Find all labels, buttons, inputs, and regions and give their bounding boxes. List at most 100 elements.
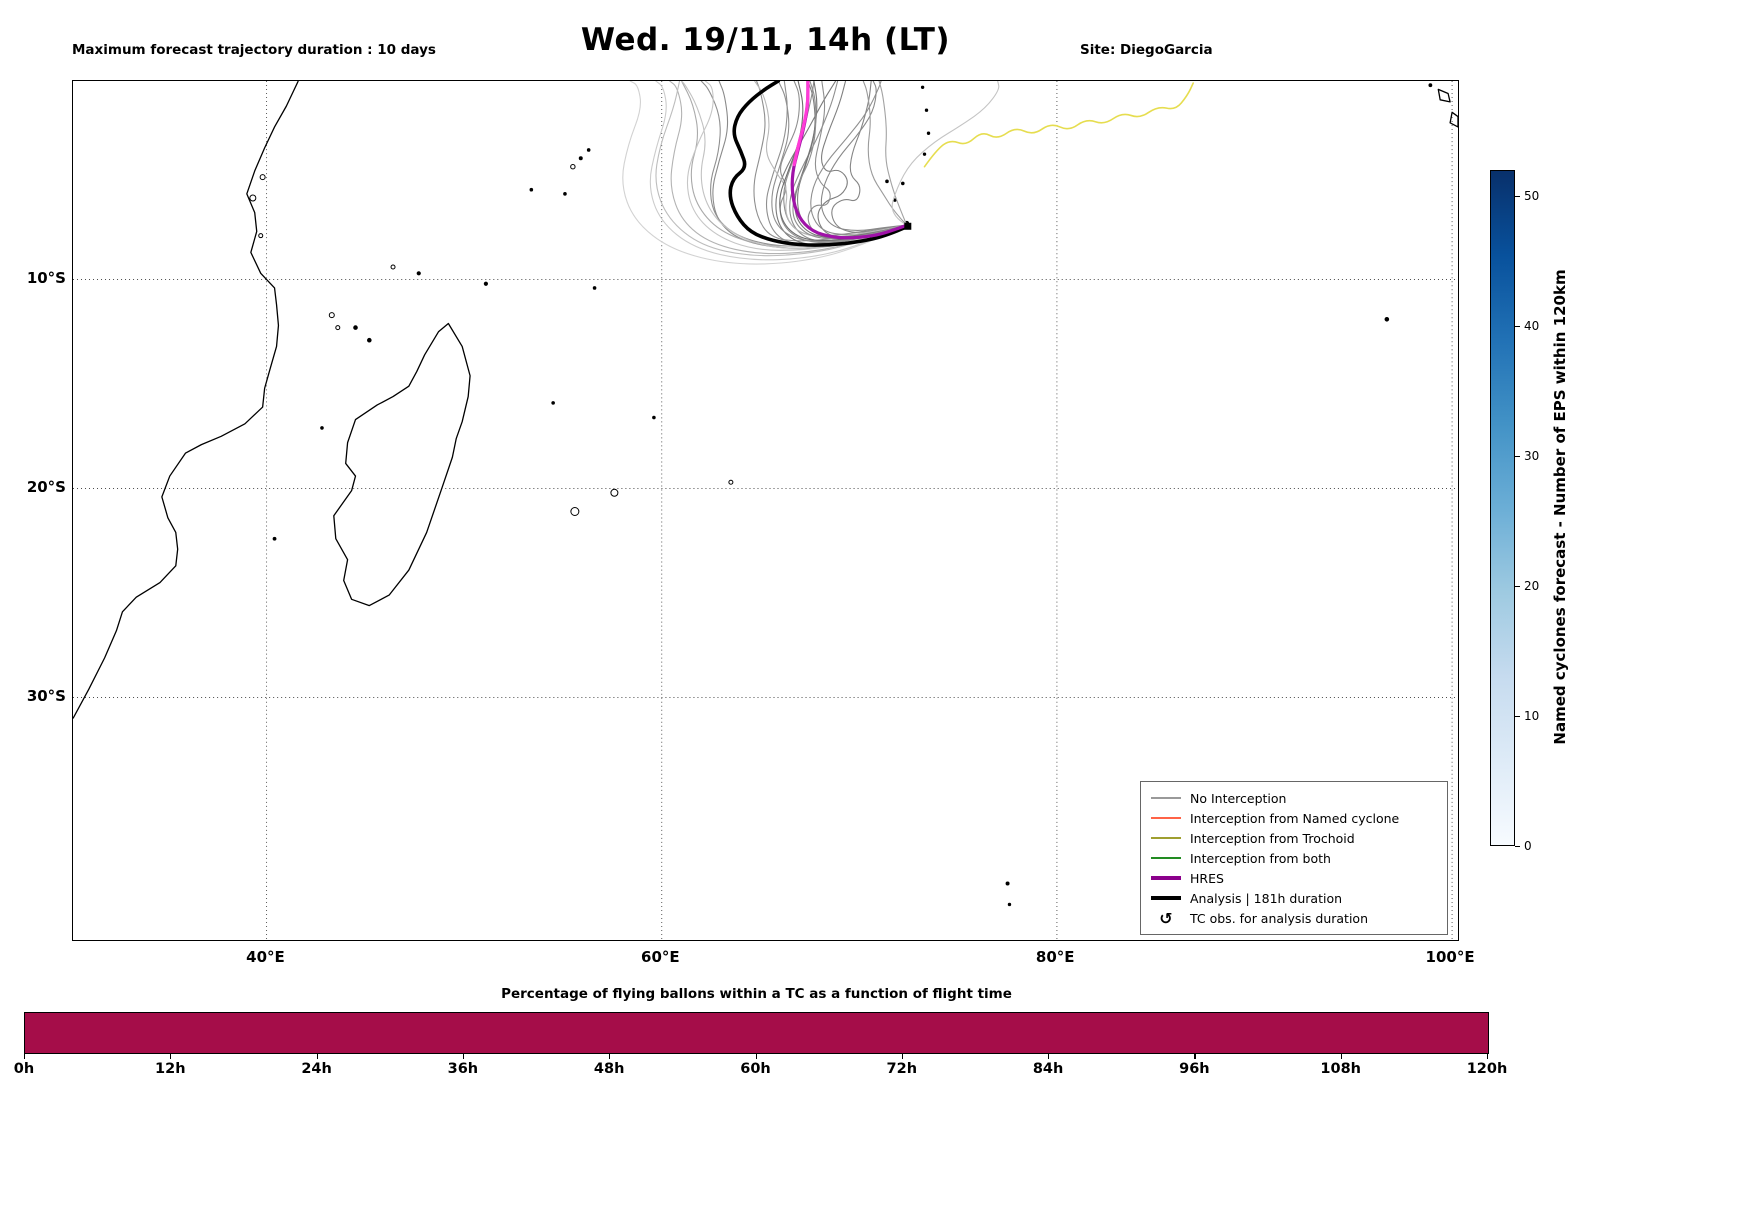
island (328, 312, 335, 319)
island (335, 325, 341, 331)
legend-label: TC obs. for analysis duration (1190, 910, 1368, 926)
legend-item: Interception from both (1151, 848, 1437, 868)
island (652, 415, 656, 420)
colorbar-tick-label: 40 (1524, 319, 1540, 333)
island (258, 233, 264, 239)
legend-label: Interception from Named cyclone (1190, 810, 1400, 826)
page-title: Wed. 19/11, 14h (LT) (580, 22, 951, 58)
legend-line-swatch (1151, 817, 1181, 819)
island (900, 181, 905, 186)
time-tick-label: 84h (1032, 1061, 1064, 1077)
legend-swatch (1151, 876, 1181, 880)
time-tick (901, 1054, 903, 1059)
x-tick-label: 60°E (641, 948, 680, 966)
eps-trajectory (779, 81, 908, 244)
time-tick (316, 1054, 318, 1059)
eps-trajectory (655, 81, 908, 257)
colorbar-tick (1515, 586, 1520, 588)
eps-trajectory (807, 81, 908, 240)
map-canvas (73, 81, 1458, 940)
colorbar-tick-label: 50 (1524, 189, 1540, 203)
y-tick-label: 30°S (26, 686, 66, 705)
island (1005, 881, 1010, 886)
time-tick-label: 48h (593, 1061, 625, 1077)
island (1007, 902, 1012, 907)
legend-line-swatch (1151, 857, 1181, 859)
legend-item: Interception from Trochoid (1151, 828, 1437, 848)
island (367, 337, 372, 343)
coastline-madagascar (333, 322, 471, 607)
island (570, 506, 580, 517)
island (592, 286, 597, 290)
time-tick-label: 24h (301, 1061, 332, 1077)
eps-trajectory (686, 81, 908, 251)
island (272, 536, 277, 541)
time-tick-label: 0h (13, 1061, 35, 1077)
time-tick (1194, 1054, 1196, 1059)
x-tick-label: 40°E (246, 948, 285, 966)
eps-trajectory (878, 81, 908, 226)
time-tick (1340, 1054, 1342, 1059)
legend-label: No Interception (1190, 790, 1287, 806)
time-tick (1048, 1054, 1050, 1059)
time-tick-label: 120h (1466, 1061, 1508, 1077)
legend-swatch (1151, 817, 1181, 819)
eps-trajectory (771, 81, 908, 243)
site-line: Site: DiegoGarcia (1080, 42, 1213, 58)
island (926, 131, 931, 135)
eps-trajectory (831, 81, 908, 233)
time-tick (462, 1054, 465, 1059)
island (570, 163, 576, 170)
colorbar-tick (1515, 326, 1520, 328)
eps-trajectory (891, 81, 1000, 226)
legend-swatch (1151, 797, 1181, 799)
legend-item: No Interception (1151, 788, 1437, 808)
island (416, 271, 421, 276)
legend-label: Analysis | 181h duration (1190, 890, 1343, 906)
island (1428, 83, 1433, 88)
island (259, 174, 266, 181)
time-tick (1487, 1054, 1489, 1059)
island (924, 108, 929, 112)
island (249, 194, 257, 202)
time-tick-label: 108h (1320, 1061, 1361, 1077)
legend-label: HRES (1190, 870, 1224, 886)
colorbar-tick-label: 0 (1524, 839, 1532, 853)
eps-trajectory (669, 81, 908, 255)
eps-trajectory (797, 81, 908, 238)
colorbar-label: Named cyclones forecast - Number of EPS … (1551, 269, 1569, 745)
analysis-trajectory (728, 81, 910, 247)
island (563, 192, 567, 196)
island (483, 281, 488, 286)
colorbar-tick-label: 20 (1524, 579, 1540, 593)
eps-trajectory (649, 81, 908, 261)
coastline-africa-east-coast (73, 81, 299, 719)
colorbar-tick (1515, 846, 1520, 848)
island (320, 426, 324, 430)
coastline-ne-corner-islet-2 (1449, 111, 1458, 128)
island (578, 156, 583, 161)
eps-trajectory (765, 81, 908, 246)
legend-item: ↺ TC obs. for analysis duration (1151, 908, 1437, 928)
legend-line-swatch (1151, 896, 1181, 900)
hres-highlight-trajectory (792, 81, 810, 167)
time-tick (24, 1054, 26, 1059)
island (551, 401, 555, 405)
x-tick-label: 100°E (1425, 948, 1475, 966)
eps-trajectory (820, 81, 908, 231)
time-tick (170, 1054, 172, 1059)
map-legend: No Interception Interception from Named c… (1140, 781, 1448, 935)
island (353, 325, 358, 330)
island (893, 198, 897, 202)
legend-line-swatch (1151, 837, 1181, 839)
time-tick-label: 96h (1179, 1061, 1210, 1077)
eps-trajectory (862, 81, 908, 226)
island (922, 152, 927, 156)
legend-item: Interception from Named cyclone (1151, 808, 1437, 828)
x-tick-label: 80°E (1035, 948, 1075, 966)
max-duration-line: Maximum forecast trajectory duration : 1… (72, 42, 436, 58)
colorbar-tick (1515, 456, 1520, 458)
legend-item: Analysis | 181h duration (1151, 888, 1437, 908)
legend-label: Interception from Trochoid (1190, 830, 1355, 846)
